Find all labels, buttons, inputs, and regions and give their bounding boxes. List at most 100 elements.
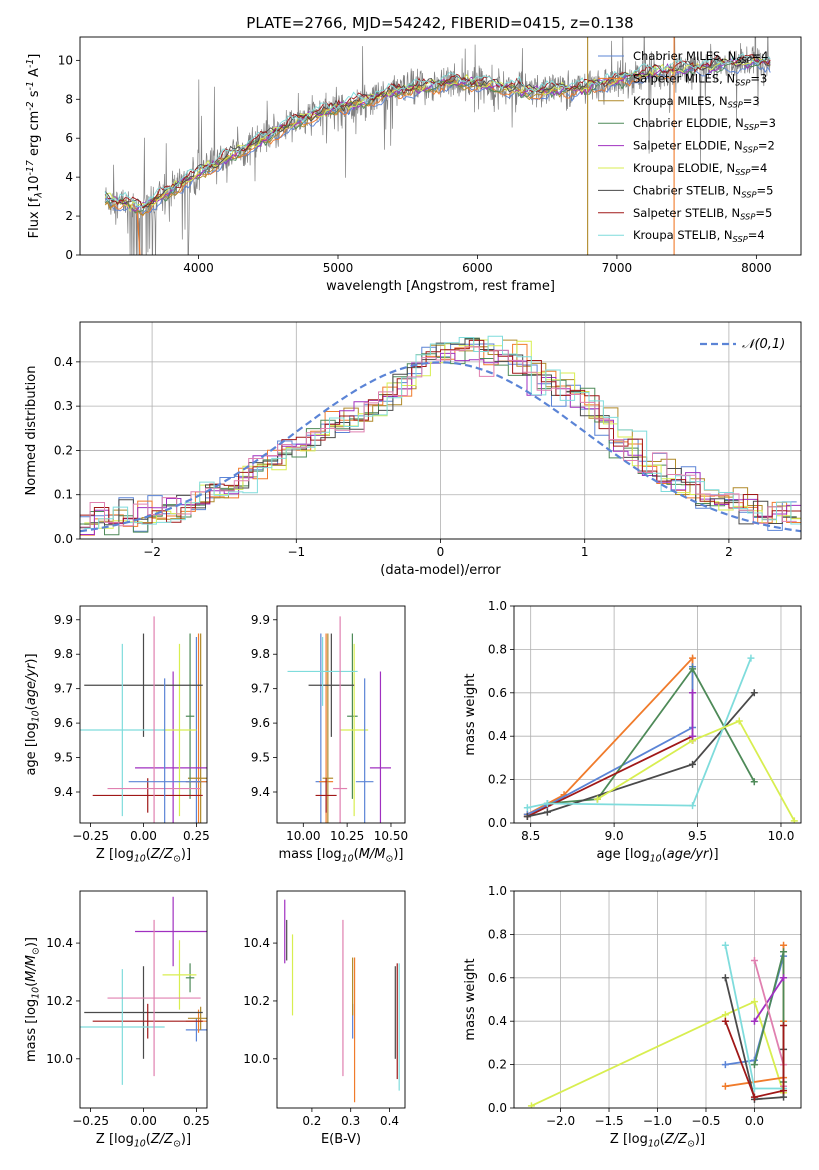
legend-label: Kroupa ELODIE, NSSP=4 bbox=[633, 161, 767, 177]
text-span: )] bbox=[695, 1132, 705, 1147]
x-tick-label: 1 bbox=[581, 545, 589, 559]
text-span: =4 bbox=[750, 161, 767, 175]
y-tick-label: 0.2 bbox=[488, 773, 507, 787]
legend-label: Chabrier ELODIE, NSSP=3 bbox=[633, 116, 776, 132]
x-tick-label: 9.0 bbox=[605, 829, 624, 843]
weight-marker bbox=[527, 1102, 535, 1108]
text-span: 10 bbox=[134, 853, 146, 864]
text-span: )] bbox=[708, 847, 718, 862]
axes-frame bbox=[79, 36, 802, 256]
text-span: SSP bbox=[736, 55, 751, 65]
weight-marker bbox=[721, 1061, 729, 1069]
text-span: ( bbox=[146, 847, 151, 862]
text-span: =2 bbox=[758, 139, 775, 153]
y-tick-label: 10.2 bbox=[46, 994, 73, 1008]
text-span: Salpeter MILES, N bbox=[633, 71, 735, 85]
text-span: s bbox=[27, 90, 42, 101]
y-tick-label: 9.7 bbox=[54, 682, 73, 696]
text-span: =3 bbox=[750, 71, 767, 85]
y-tick-label: 0.6 bbox=[488, 971, 507, 985]
histogram-step bbox=[80, 352, 801, 535]
panel-spectrum: 4000 5000 6000 7000 8000 0 2 4 6 8 10 wavelength [A… bbox=[25, 36, 802, 294]
text-span: E(B-V) bbox=[321, 1132, 361, 1147]
x-tick-label: −2.0 bbox=[546, 1114, 575, 1128]
spectrum-model-line bbox=[104, 54, 771, 209]
text-span: SSP bbox=[740, 212, 755, 222]
y-tick-label: 0.0 bbox=[54, 532, 73, 546]
x-axis-label: Z [log10(Z/Z⊙)] bbox=[610, 1132, 705, 1149]
y-tick-label: 10.0 bbox=[46, 1052, 73, 1066]
text-span: )] bbox=[24, 937, 39, 947]
weight-marker bbox=[593, 795, 601, 803]
y-tick-label: 1.0 bbox=[488, 599, 507, 613]
spectrum-model-line bbox=[104, 54, 771, 208]
y-tick-label: 1.0 bbox=[488, 884, 507, 898]
text-span: 10 bbox=[30, 987, 41, 999]
y-tick-label: 0.0 bbox=[488, 1101, 507, 1115]
y-tick-label: 10.0 bbox=[243, 1052, 270, 1066]
x-tick-label: 10.00 bbox=[286, 829, 320, 843]
text-span: age [log bbox=[596, 847, 649, 862]
text-span: =4 bbox=[752, 49, 769, 63]
y-tick-label: 0 bbox=[65, 248, 73, 262]
text-span: =5 bbox=[755, 206, 772, 220]
weight-marker bbox=[750, 1061, 758, 1069]
text-span: ⊙ bbox=[30, 947, 41, 955]
y-tick-label: 9.8 bbox=[54, 647, 73, 661]
x-axis-label: Z [log10(Z/Z⊙)] bbox=[96, 847, 191, 864]
weight-line bbox=[531, 1000, 785, 1107]
weight-marker bbox=[523, 812, 531, 820]
plot-area bbox=[104, 37, 771, 255]
x-tick-label: 8000 bbox=[741, 261, 772, 275]
text-span: SSP bbox=[733, 234, 748, 244]
text-span: -17 bbox=[25, 160, 36, 175]
y-tick-label: 9.4 bbox=[54, 785, 73, 799]
y-axis-label: Flux [fλ10-17 erg cm-2 s-1 A-1] bbox=[25, 54, 44, 239]
text-span: Z [log bbox=[96, 1132, 134, 1147]
text-span: M/M bbox=[24, 955, 39, 982]
text-span: -2 bbox=[25, 101, 36, 110]
histogram-step bbox=[84, 339, 801, 529]
weight-marker bbox=[750, 1093, 758, 1101]
x-tick-label: 0.25 bbox=[183, 829, 210, 843]
text-span: mass weight bbox=[463, 958, 478, 1040]
x-axis-label: E(B-V) bbox=[321, 1132, 361, 1147]
histogram-step bbox=[80, 339, 801, 524]
weight-line bbox=[753, 977, 785, 1022]
y-tick-label: 9.9 bbox=[54, 613, 73, 627]
text-span: -1 bbox=[25, 59, 36, 68]
axes-frame bbox=[276, 605, 406, 824]
weight-marker bbox=[689, 732, 697, 740]
text-span: -1 bbox=[25, 81, 36, 90]
x-tick-label: 9.5 bbox=[688, 829, 707, 843]
text-span: ( bbox=[24, 982, 39, 987]
text-span: ⊙ bbox=[173, 853, 181, 864]
plot-area bbox=[80, 335, 801, 536]
text-span: =3 bbox=[743, 94, 760, 108]
x-axis-label: mass [log10(M/M⊙)] bbox=[278, 847, 403, 864]
x-tick-label: 0.25 bbox=[183, 1114, 210, 1128]
y-tick-label: 0.1 bbox=[54, 488, 73, 502]
weight-marker bbox=[790, 817, 798, 823]
text-span: ( bbox=[662, 847, 667, 862]
panel-residuals: −2 −1 0 1 2 0.0 0.1 0.2 0.3 0.4 (data-model)/error… bbox=[24, 321, 802, 578]
plot-area bbox=[527, 941, 788, 1108]
text-span: 10 bbox=[342, 853, 354, 864]
text-span: Z/Z bbox=[150, 1132, 174, 1147]
y-axis-label: age [log10(age/yr)] bbox=[24, 653, 41, 775]
text-span: Chabrier MILES, N bbox=[633, 49, 736, 63]
plot-area bbox=[284, 899, 400, 1103]
weight-marker bbox=[780, 948, 788, 956]
weight-marker bbox=[780, 974, 788, 982]
text-span: 10 bbox=[30, 710, 41, 722]
weight-marker bbox=[780, 1087, 788, 1095]
histogram-step bbox=[84, 339, 801, 525]
text-span: Kroupa MILES, N bbox=[633, 94, 728, 108]
y-tick-label: 10 bbox=[58, 53, 73, 67]
y-axis-label: mass [log10(M/M⊙)] bbox=[24, 937, 41, 1062]
weight-marker bbox=[780, 1022, 788, 1030]
weight-marker bbox=[689, 802, 697, 810]
weight-marker bbox=[721, 1017, 729, 1025]
text-span: SSP bbox=[741, 189, 756, 199]
